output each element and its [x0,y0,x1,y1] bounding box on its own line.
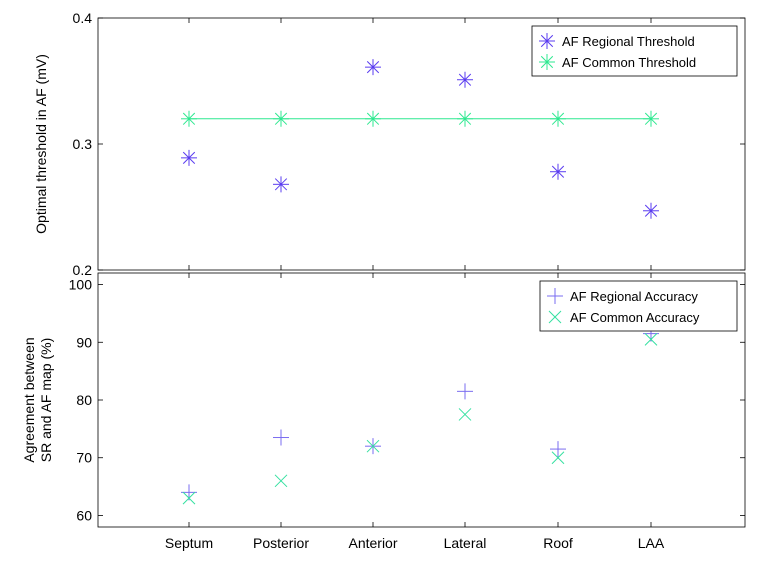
data-point [181,149,197,166]
data-point [551,451,565,465]
legend-box [539,280,738,332]
legend-entry-label: AF Common Accuracy [570,310,700,325]
legend: AF Regional Accuracy AF Common Accuracy [539,280,738,332]
x-category-label: Roof [543,535,573,551]
y-tick-label: 0.3 [73,136,93,152]
data-point [643,110,659,127]
data-point [273,110,289,127]
x-category-label: Septum [165,535,213,551]
data-point [273,176,289,193]
data-point [273,429,289,446]
series-af-common-threshold [181,110,659,127]
legend-marker [539,33,555,49]
legend-marker [547,288,563,304]
legend-box [531,25,738,77]
legend-entry-label: AF Regional Threshold [562,34,695,49]
data-point [457,110,473,127]
data-point [457,71,473,88]
y-axis-label: Agreement betweenSR and AF map (%) [21,337,54,462]
legend-marker [548,310,562,324]
data-point [643,202,659,219]
legend-entry-label: AF Common Threshold [562,55,696,70]
legend: AF Regional Threshold AF Common Threshold [531,25,738,77]
data-point [550,110,566,127]
data-point [644,333,658,346]
y-tick-label: 60 [76,507,92,523]
data-point [365,110,381,127]
data-point [550,163,566,180]
y-axis-label-line: SR and AF map (%) [38,338,54,463]
y-tick-label: 80 [76,392,92,408]
data-point [274,474,288,488]
data-point [457,383,473,400]
data-point [458,408,472,421]
bottom-chart-panel: 60 70 80 90 100 Septum Posterior Anterior Latera… [21,272,746,551]
x-category-label: LAA [638,535,665,551]
data-point [366,439,380,453]
y-tick-label: 0.2 [73,262,93,278]
y-tick-label: 100 [69,277,93,293]
y-axis-label-line: Agreement between [21,337,37,462]
legend-entry-label: AF Regional Accuracy [570,289,698,304]
y-axis-label: Optimal threshold in AF (mV) [33,54,49,234]
y-tick-label: 90 [76,334,92,350]
x-category-label: Anterior [348,535,397,551]
top-chart-panel: 0.2 0.3 0.4 Optimal threshold in AF (mV) AF … [33,10,746,278]
data-point [182,491,196,505]
data-point [550,441,566,458]
y-tick-label: 0.4 [73,10,93,26]
series-af-regional-threshold [181,59,659,219]
y-tick-label: 70 [76,450,92,466]
data-point [181,110,197,127]
series-af-common-accuracy [182,333,658,505]
data-point [365,59,381,76]
legend-marker [539,54,555,70]
x-category-label: Posterior [253,535,309,551]
x-category-label: Lateral [444,535,487,551]
series-af-regional-accuracy [181,325,659,501]
